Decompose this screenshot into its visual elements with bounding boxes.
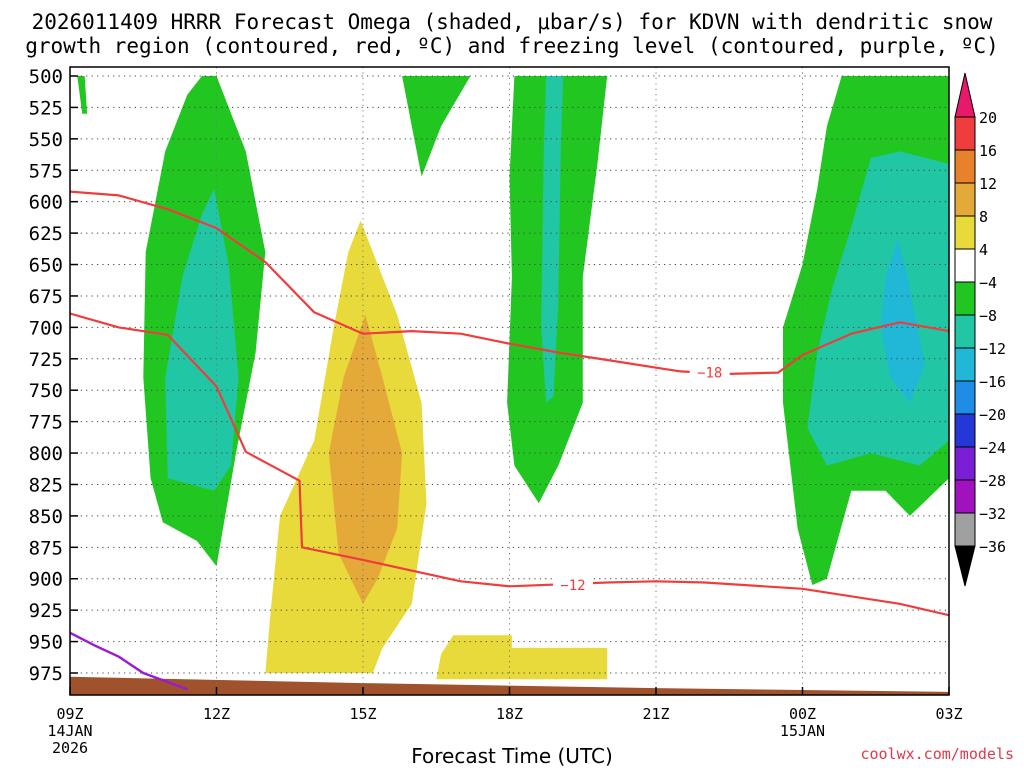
credit-link[interactable]: coolwx.com/models bbox=[860, 745, 1014, 763]
omega-region-orange-15Z-core bbox=[328, 314, 403, 604]
colorbar-label-10: −24 bbox=[979, 439, 1006, 457]
omega-region-teal-12Z-core bbox=[165, 189, 239, 491]
colorbar-label-4: 4 bbox=[979, 241, 988, 259]
colorbar-label-3: 8 bbox=[979, 208, 988, 226]
colorbar-label-7: −12 bbox=[979, 340, 1006, 358]
colorbar-label-13: −36 bbox=[979, 538, 1006, 556]
y-tick-label-950: 950 bbox=[29, 632, 63, 654]
colorbar-label-5: −4 bbox=[979, 274, 997, 292]
omega-region-cyan-00Z-core bbox=[880, 239, 925, 403]
colorbar-swatch-12 bbox=[954, 512, 976, 547]
y-tick-label-725: 725 bbox=[29, 349, 63, 371]
colorbar-label-8: −16 bbox=[979, 373, 1006, 391]
x-tick-label-15Z: 15Z bbox=[349, 705, 376, 723]
colorbar-label-1: 16 bbox=[979, 142, 997, 160]
x-tick-sublabel2-09Z: 2026 bbox=[52, 739, 88, 757]
y-tick-label-525: 525 bbox=[29, 97, 63, 119]
dgz-contour-minus18 bbox=[70, 190, 949, 375]
y-tick-label-600: 600 bbox=[29, 192, 63, 214]
chart-title-line-1: 2026011409 HRRR Forecast Omega (shaded, … bbox=[31, 10, 993, 34]
x-tick-label-18Z: 18Z bbox=[496, 705, 523, 723]
y-tick-label-850: 850 bbox=[29, 506, 63, 528]
y-tick-label-675: 675 bbox=[29, 286, 63, 308]
colorbar-top-arrow bbox=[954, 72, 976, 118]
y-tick-label-900: 900 bbox=[29, 569, 63, 591]
colorbar-swatch-3 bbox=[954, 215, 976, 250]
omega-region-yellow-18Z-blob bbox=[436, 635, 608, 680]
colorbar-label-2: 12 bbox=[979, 175, 997, 193]
y-tick-label-500: 500 bbox=[29, 66, 63, 88]
colorbar-label-11: −28 bbox=[979, 472, 1006, 490]
colorbar-swatch-9 bbox=[954, 413, 976, 448]
y-tick-label-775: 775 bbox=[29, 412, 63, 434]
terrain-surface bbox=[70, 676, 949, 695]
x-tick-sublabel-00Z: 15JAN bbox=[780, 722, 825, 740]
y-tick-label-825: 825 bbox=[29, 474, 63, 496]
y-tick-label-750: 750 bbox=[29, 380, 63, 402]
colorbar-swatch-7 bbox=[954, 347, 976, 382]
colorbar-swatch-1 bbox=[954, 149, 976, 184]
colorbar-label-6: −8 bbox=[979, 307, 997, 325]
x-tick-label-12Z: 12Z bbox=[203, 705, 230, 723]
colorbar-swatch-5 bbox=[954, 281, 976, 316]
x-tick-label-09Z: 09Z bbox=[56, 705, 83, 723]
colorbar-swatch-6 bbox=[954, 314, 976, 349]
colorbar-swatch-8 bbox=[954, 380, 976, 415]
colorbar-swatch-11 bbox=[954, 479, 976, 514]
colorbar-label-9: −20 bbox=[979, 406, 1006, 424]
x-tick-sublabel-09Z: 14JAN bbox=[47, 722, 92, 740]
x-tick-label-03Z: 03Z bbox=[935, 705, 962, 723]
dgz-label-minus12: −12 bbox=[560, 578, 585, 594]
y-tick-label-550: 550 bbox=[29, 129, 63, 151]
x-tick-label-21Z: 21Z bbox=[642, 705, 669, 723]
colorbar-label-0: 20 bbox=[979, 109, 997, 127]
y-tick-label-700: 700 bbox=[29, 317, 63, 339]
dgz-label-minus18: −18 bbox=[697, 366, 722, 382]
y-tick-label-625: 625 bbox=[29, 223, 63, 245]
colorbar-swatch-4 bbox=[954, 248, 976, 283]
colorbar-swatch-10 bbox=[954, 446, 976, 481]
colorbar-label-12: −32 bbox=[979, 505, 1006, 523]
y-tick-label-575: 575 bbox=[29, 160, 63, 182]
y-tick-label-925: 925 bbox=[29, 600, 63, 622]
freezing-level-contour bbox=[70, 631, 188, 691]
dgz-contour-minus12 bbox=[70, 312, 949, 617]
y-tick-label-975: 975 bbox=[29, 663, 63, 685]
x-tick-label-00Z: 00Z bbox=[789, 705, 816, 723]
omega-region-green-left bbox=[77, 76, 88, 114]
x-axis-label: Forecast Time (UTC) bbox=[411, 744, 613, 768]
y-tick-label-800: 800 bbox=[29, 443, 63, 465]
y-tick-label-875: 875 bbox=[29, 537, 63, 559]
y-tick-label-650: 650 bbox=[29, 255, 63, 277]
omega-region-green-15Z-top bbox=[402, 76, 471, 177]
omega-region-teal-19Z-column bbox=[541, 76, 564, 403]
colorbar-swatch-0 bbox=[954, 116, 976, 151]
chart-title-line-2: growth region (contoured, red, ºC) and f… bbox=[25, 34, 999, 58]
colorbar-swatch-2 bbox=[954, 182, 976, 217]
colorbar-bottom-arrow bbox=[954, 545, 976, 587]
